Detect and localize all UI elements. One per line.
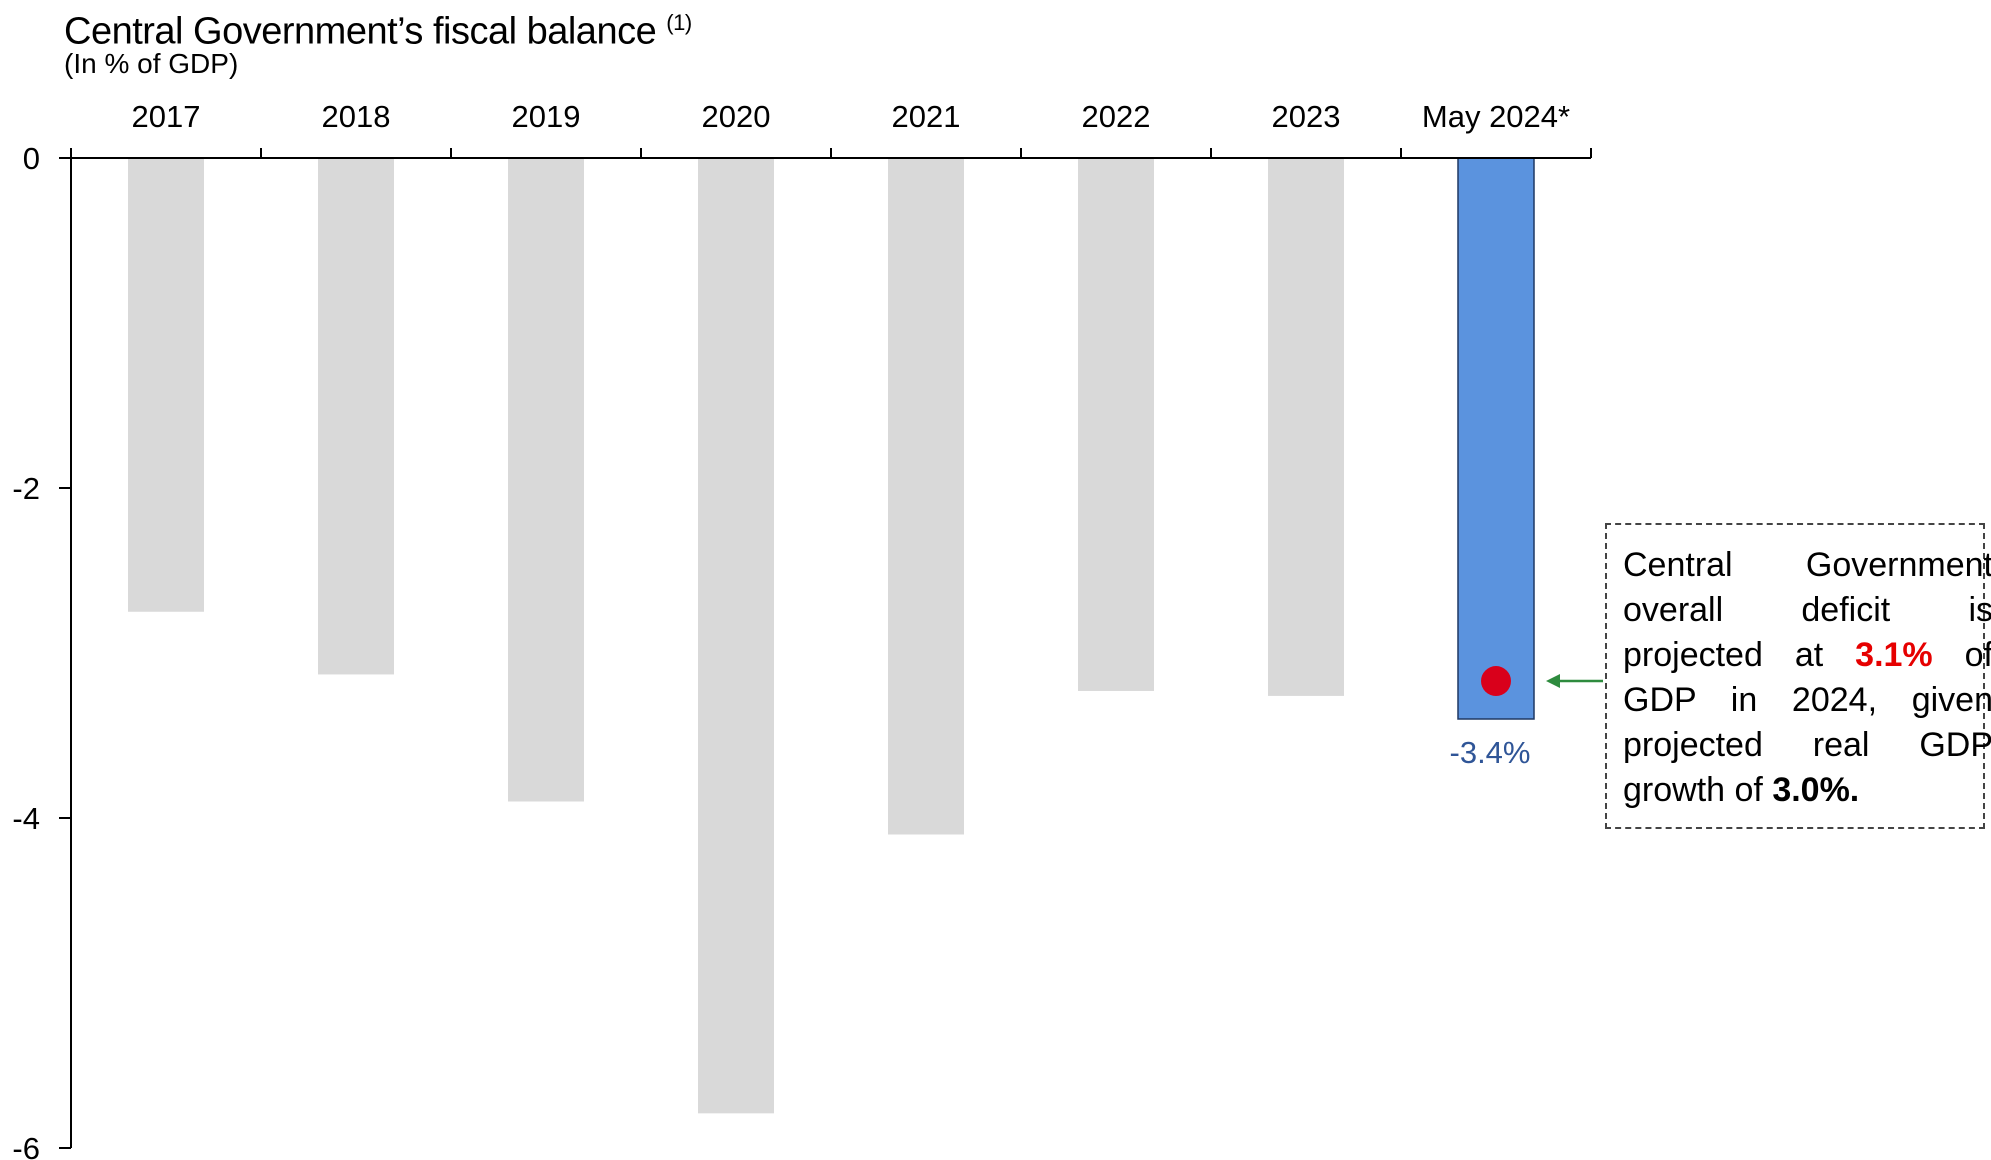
annotation-line-3: projected at 3.1% of — [1623, 633, 1991, 678]
annotation-line-4: GDP in 2024, given — [1623, 681, 1991, 719]
annotation-deficit-value: 3.1% — [1855, 636, 1933, 674]
annotation-line-2: overall deficit is — [1623, 591, 1991, 629]
y-tick-label: -2 — [12, 471, 40, 506]
bar-value-label: -3.4% — [1450, 735, 1531, 770]
x-tick-label: 2020 — [702, 99, 771, 134]
x-tick-label: May 2024* — [1422, 99, 1570, 134]
bar-2020 — [698, 158, 774, 1114]
x-tick-label: 2018 — [322, 99, 391, 134]
bar-2017 — [128, 158, 204, 612]
annotation-box: Central Government overall deficit is pr… — [1605, 523, 1991, 829]
chart-title: Central Government’s fiscal balance (1) — [64, 10, 692, 54]
bar-2023 — [1268, 158, 1344, 696]
x-tick-label: 2017 — [132, 99, 201, 134]
bar-2022 — [1078, 158, 1154, 691]
annotation-line-6-pre: growth of — [1623, 771, 1763, 809]
y-tick-label: -6 — [12, 1131, 40, 1160]
bar-may-2024 — [1457, 157, 1535, 720]
chart-title-text: Central Government’s fiscal balance — [64, 10, 657, 53]
chart-subtitle: (In % of GDP) — [64, 48, 239, 79]
x-tick-label: 2023 — [1272, 99, 1341, 134]
y-tick-label: 0 — [23, 141, 40, 176]
x-tick-label: 2019 — [512, 99, 581, 134]
chart-title-footnote: (1) — [666, 10, 692, 35]
annotation-line-3-post: of — [1964, 636, 1991, 674]
annotation-growth-value: 3.0%. — [1772, 771, 1860, 809]
annotation-arrow-head — [1546, 674, 1560, 689]
annotation-line-1: Central Government — [1623, 546, 1991, 584]
annotation-line-6: growth of 3.0%. — [1623, 768, 1991, 813]
annotation-text: Central Government overall deficit is pr… — [1623, 543, 1991, 813]
annotation-line-5: projected real GDP — [1623, 726, 1991, 764]
projection-marker — [1481, 666, 1511, 697]
x-tick-label: 2022 — [1082, 99, 1151, 134]
bar-2019 — [508, 158, 584, 802]
x-tick-label: 2021 — [892, 99, 961, 134]
y-tick-label: -4 — [12, 801, 40, 836]
bar-2021 — [888, 158, 964, 835]
bar-2018 — [318, 158, 394, 675]
annotation-line-3-pre: projected at — [1623, 636, 1824, 674]
